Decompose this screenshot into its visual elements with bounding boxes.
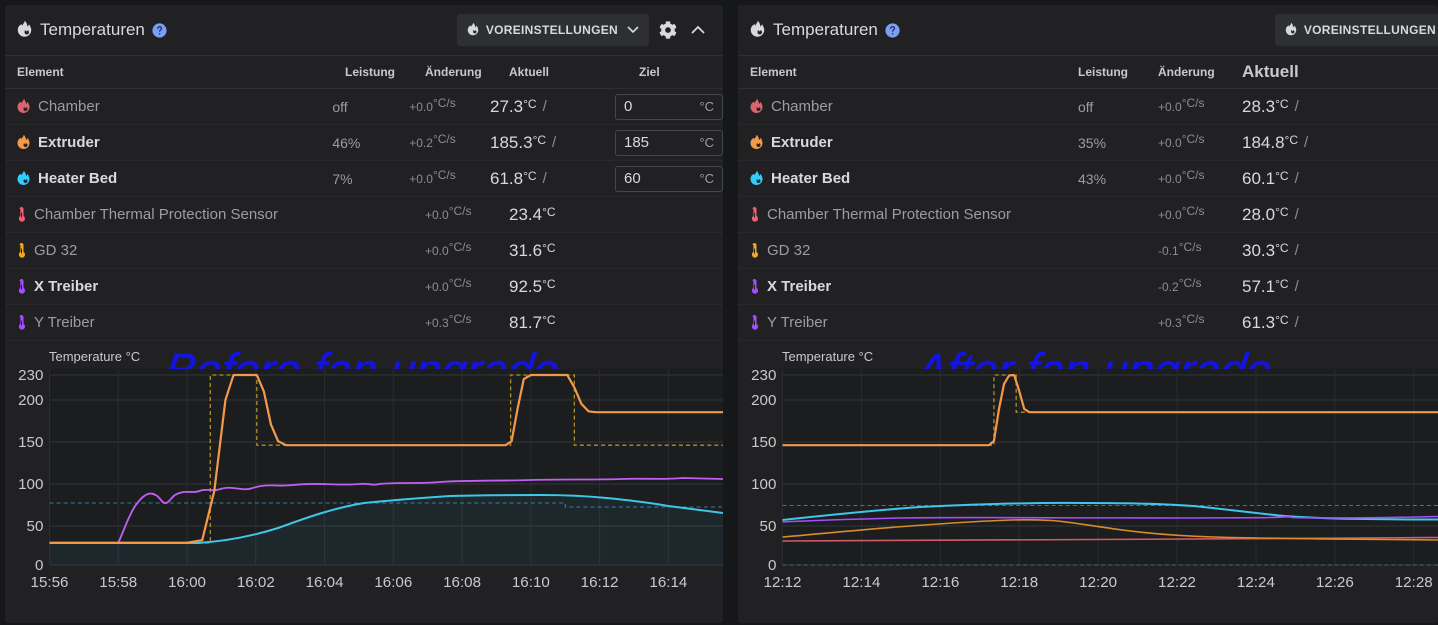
svg-text:16:10: 16:10	[512, 574, 550, 591]
svg-text:16:08: 16:08	[443, 574, 481, 591]
svg-text:200: 200	[18, 392, 43, 409]
svg-text:150: 150	[751, 434, 776, 451]
svg-text:16:12: 16:12	[581, 574, 619, 591]
svg-text:15:58: 15:58	[99, 574, 137, 591]
svg-text:15:56: 15:56	[31, 574, 69, 591]
svg-text:50: 50	[760, 518, 777, 535]
svg-text:100: 100	[751, 476, 776, 493]
svg-text:0: 0	[768, 557, 776, 574]
svg-text:12:16: 12:16	[921, 574, 959, 591]
svg-text:230: 230	[751, 369, 776, 384]
svg-text:12:24: 12:24	[1237, 574, 1275, 591]
svg-text:16:06: 16:06	[374, 574, 412, 591]
svg-text:12:20: 12:20	[1079, 574, 1117, 591]
svg-text:16:14: 16:14	[649, 574, 687, 591]
svg-text:12:22: 12:22	[1158, 574, 1196, 591]
svg-text:100: 100	[18, 476, 43, 493]
svg-text:16:02: 16:02	[237, 574, 275, 591]
svg-text:12:28: 12:28	[1395, 574, 1433, 591]
svg-text:12:18: 12:18	[1000, 574, 1038, 591]
svg-text:16:00: 16:00	[168, 574, 206, 591]
svg-text:0: 0	[35, 557, 43, 574]
svg-text:12:26: 12:26	[1316, 574, 1354, 591]
svg-text:230: 230	[18, 369, 43, 384]
svg-text:12:14: 12:14	[842, 574, 880, 591]
svg-text:50: 50	[27, 518, 44, 535]
svg-text:200: 200	[751, 392, 776, 409]
svg-text:16:04: 16:04	[306, 574, 344, 591]
svg-text:150: 150	[18, 434, 43, 451]
svg-text:12:12: 12:12	[764, 574, 802, 591]
